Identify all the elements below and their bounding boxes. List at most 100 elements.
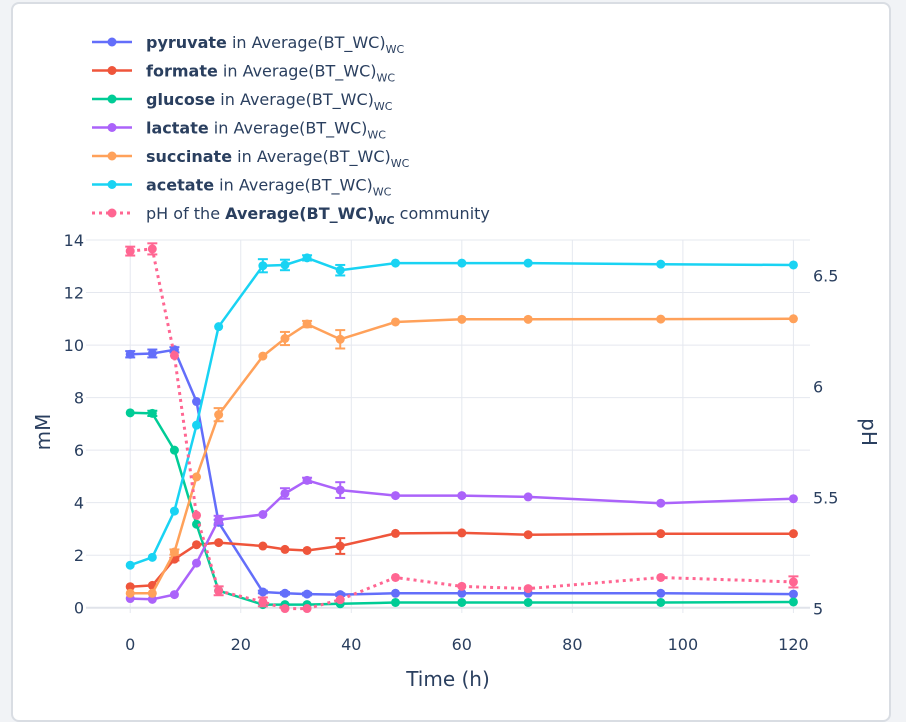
data-point bbox=[656, 572, 666, 582]
data-point bbox=[390, 572, 400, 582]
data-point bbox=[788, 260, 798, 270]
data-point bbox=[390, 258, 400, 268]
data-point bbox=[523, 314, 533, 324]
data-point bbox=[656, 314, 666, 324]
data-point bbox=[125, 588, 135, 598]
y-tick-label: 0 bbox=[74, 599, 84, 618]
data-point bbox=[258, 509, 268, 519]
x-tick-label: 0 bbox=[125, 635, 135, 654]
data-point bbox=[147, 588, 157, 598]
legend-item-lactate: lactate in Average(BT_WC)WC bbox=[92, 119, 386, 142]
data-point bbox=[258, 587, 268, 597]
legend-marker bbox=[107, 123, 117, 132]
x-tick-label: 20 bbox=[231, 635, 251, 654]
legend-marker bbox=[107, 208, 117, 218]
data-point bbox=[390, 528, 400, 538]
data-point bbox=[335, 541, 345, 551]
data-point bbox=[280, 260, 290, 270]
data-point bbox=[125, 408, 135, 418]
data-point bbox=[523, 492, 533, 502]
data-point bbox=[280, 488, 290, 498]
legend-label: acetate in Average(BT_WC)WC bbox=[146, 176, 392, 199]
data-point bbox=[147, 348, 157, 358]
x-tick-label: 80 bbox=[562, 635, 582, 654]
data-point bbox=[302, 604, 312, 614]
data-point bbox=[280, 588, 290, 598]
data-point bbox=[457, 597, 467, 607]
y-tick-label: 10 bbox=[64, 336, 84, 355]
data-point bbox=[302, 545, 312, 555]
series-line-acetate bbox=[129, 256, 794, 567]
axes: 0 20 40 60 80 100 120 0 2 4 6 8 10 12 14 5 5.5 6 6.5 bbox=[64, 231, 839, 654]
legend-label: glucose in Average(BT_WC)WC bbox=[146, 90, 393, 113]
data-point bbox=[192, 472, 202, 482]
data-point bbox=[214, 515, 224, 525]
data-point bbox=[302, 475, 312, 485]
data-point bbox=[192, 420, 202, 430]
data-point bbox=[214, 410, 224, 420]
legend-item-ph: pH of the Average(BT_WC)WC community bbox=[92, 204, 490, 227]
data-point bbox=[302, 589, 312, 599]
legend-label: lactate in Average(BT_WC)WC bbox=[146, 119, 386, 142]
legend-item-glucose: glucose in Average(BT_WC)WC bbox=[92, 90, 393, 113]
data-point bbox=[169, 506, 179, 516]
y2-tick-label: 6.5 bbox=[813, 267, 838, 286]
data-point bbox=[147, 244, 157, 254]
data-point bbox=[457, 258, 467, 268]
y-tick-label: 14 bbox=[64, 231, 84, 250]
data-point bbox=[390, 317, 400, 327]
data-point bbox=[335, 485, 345, 495]
legend-label: formate in Average(BT_WC)WC bbox=[146, 62, 395, 85]
data-point bbox=[788, 597, 798, 607]
data-point bbox=[258, 597, 268, 607]
data-point bbox=[302, 319, 312, 329]
data-point bbox=[214, 538, 224, 548]
data-point bbox=[656, 588, 666, 598]
data-point bbox=[523, 597, 533, 607]
data-point bbox=[788, 589, 798, 599]
y-tick-label: 8 bbox=[74, 389, 84, 408]
series-line-succinate bbox=[130, 317, 794, 595]
data-point bbox=[302, 253, 312, 263]
data-point bbox=[457, 491, 467, 501]
data-point bbox=[125, 349, 135, 359]
data-point bbox=[335, 595, 345, 605]
data-point bbox=[335, 265, 345, 275]
data-point bbox=[214, 322, 224, 332]
series-line-glucose bbox=[130, 411, 794, 606]
data-point bbox=[147, 408, 157, 418]
data-point bbox=[280, 334, 290, 344]
data-point bbox=[390, 491, 400, 501]
legend-item-succinate: succinate in Average(BT_WC)WC bbox=[92, 147, 410, 170]
data-point bbox=[258, 541, 268, 551]
data-point bbox=[390, 588, 400, 598]
legend-item-pyruvate: pyruvate in Average(BT_WC)WC bbox=[92, 33, 404, 56]
x-tick-label: 120 bbox=[778, 635, 809, 654]
y-tick-label: 12 bbox=[64, 284, 84, 303]
data-point bbox=[169, 590, 179, 600]
legend-marker bbox=[107, 180, 117, 189]
legend-item-acetate: acetate in Average(BT_WC)WC bbox=[92, 176, 392, 199]
y2-tick-label: 5.5 bbox=[813, 489, 838, 508]
data-point bbox=[788, 529, 798, 539]
legend-item-formate: formate in Average(BT_WC)WC bbox=[92, 62, 395, 85]
legend-marker bbox=[107, 94, 117, 104]
data-point bbox=[656, 498, 666, 508]
data-point bbox=[192, 558, 202, 568]
data-point bbox=[169, 445, 179, 455]
series-layer bbox=[125, 242, 799, 614]
data-point bbox=[457, 588, 467, 598]
data-point bbox=[523, 258, 533, 268]
legend-marker bbox=[107, 66, 117, 75]
y-tick-label: 4 bbox=[74, 494, 84, 513]
data-point bbox=[457, 528, 467, 538]
data-point bbox=[390, 597, 400, 607]
data-point bbox=[169, 350, 179, 360]
line-chart: 0 20 40 60 80 100 120 0 2 4 6 8 10 12 14 5 5.5 6 6.5 pyruv… bbox=[31, 33, 881, 691]
data-point bbox=[457, 581, 467, 591]
data-point bbox=[788, 577, 798, 587]
legend-label: succinate in Average(BT_WC)WC bbox=[146, 147, 410, 170]
x-tick-label: 40 bbox=[341, 635, 361, 654]
data-point bbox=[656, 529, 666, 539]
